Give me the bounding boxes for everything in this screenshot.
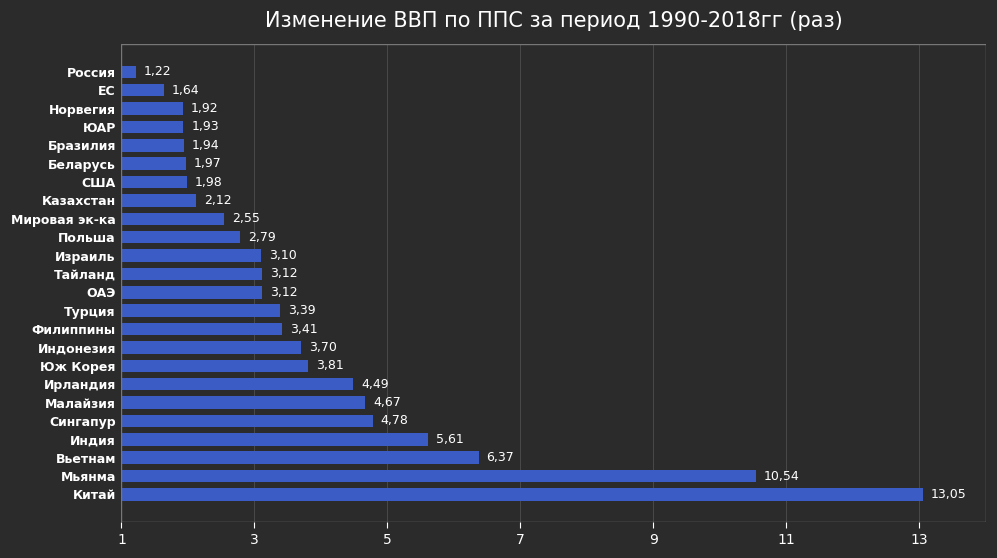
Text: 3,70: 3,70 (309, 341, 337, 354)
Text: 3,12: 3,12 (270, 267, 298, 281)
Bar (122, 323, 282, 335)
Title: Изменение ВВП по ППС за период 1990-2018гг (раз): Изменение ВВП по ППС за период 1990-2018… (265, 11, 842, 31)
Text: 3,81: 3,81 (316, 359, 344, 372)
Text: 2,12: 2,12 (203, 194, 231, 207)
Bar (122, 451, 479, 464)
Bar (122, 102, 182, 115)
Text: 2,79: 2,79 (248, 230, 276, 244)
Bar (122, 157, 185, 170)
Text: 2,55: 2,55 (232, 212, 260, 225)
Bar (122, 65, 136, 78)
Text: 5,61: 5,61 (436, 433, 464, 446)
Bar (122, 268, 262, 280)
Text: 3,12: 3,12 (270, 286, 298, 299)
Bar (122, 341, 301, 354)
Text: 10,54: 10,54 (764, 470, 800, 483)
Bar (122, 488, 922, 501)
Text: 6,37: 6,37 (487, 451, 514, 464)
Text: 4,49: 4,49 (362, 378, 389, 391)
Text: 4,67: 4,67 (374, 396, 401, 409)
Bar (122, 396, 366, 409)
Text: 1,22: 1,22 (144, 65, 171, 78)
Text: 13,05: 13,05 (930, 488, 966, 501)
Text: 4,78: 4,78 (381, 415, 409, 427)
Text: 1,64: 1,64 (171, 84, 199, 97)
Text: 1,92: 1,92 (190, 102, 218, 115)
Bar (122, 213, 224, 225)
Text: 1,93: 1,93 (191, 121, 219, 133)
Bar (122, 359, 308, 372)
Bar (122, 194, 195, 206)
Bar (122, 433, 428, 446)
Text: 3,10: 3,10 (269, 249, 297, 262)
Bar (122, 231, 240, 243)
Bar (122, 286, 262, 299)
Text: 1,98: 1,98 (194, 176, 222, 189)
Bar (122, 415, 373, 427)
Bar (122, 305, 280, 317)
Bar (122, 139, 183, 152)
Bar (122, 84, 164, 97)
Bar (122, 378, 354, 391)
Text: 3,39: 3,39 (288, 304, 316, 317)
Text: 1,97: 1,97 (193, 157, 221, 170)
Text: 3,41: 3,41 (290, 323, 317, 335)
Text: 1,94: 1,94 (191, 139, 219, 152)
Bar (122, 470, 756, 482)
Bar (122, 176, 186, 188)
Bar (122, 249, 261, 262)
Bar (122, 44, 986, 522)
Bar (122, 121, 183, 133)
